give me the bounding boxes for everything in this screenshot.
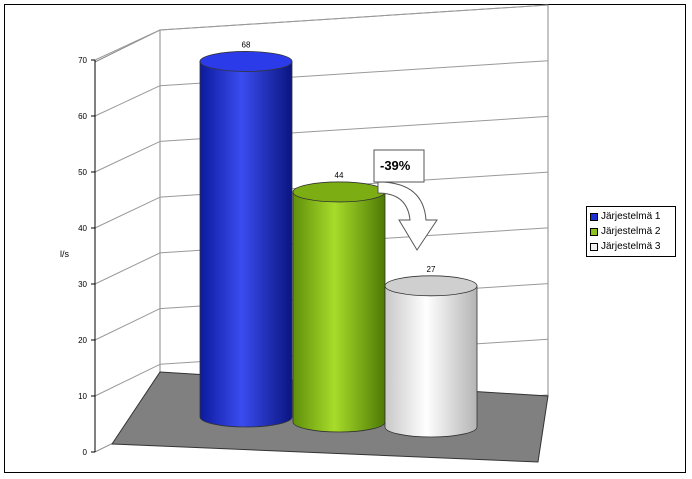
gridline-side bbox=[94, 29, 161, 61]
gridline-side bbox=[94, 196, 161, 229]
gridline-side bbox=[94, 308, 161, 341]
y-tick-label: 30 bbox=[78, 280, 87, 289]
legend-label: Järjestelmä 2 bbox=[601, 226, 661, 237]
gridline bbox=[159, 4, 549, 31]
bar-body bbox=[292, 191, 386, 433]
y-tick-label: 60 bbox=[78, 112, 87, 121]
value-label: 27 bbox=[427, 265, 436, 274]
legend-swatch-icon bbox=[590, 227, 598, 236]
gridline-side bbox=[94, 363, 161, 397]
bar bbox=[199, 51, 293, 428]
y-tick-label: 40 bbox=[78, 224, 87, 233]
legend: Järjestelmä 1 Järjestelmä 2 Järjestelmä … bbox=[586, 206, 676, 257]
value-label: 44 bbox=[335, 171, 344, 180]
legend-item: Järjestelmä 3 bbox=[590, 239, 672, 254]
annotation-box bbox=[373, 149, 425, 183]
bar bbox=[384, 275, 478, 438]
bar bbox=[292, 181, 386, 433]
gridline-side bbox=[94, 85, 161, 117]
y-tick-label: 20 bbox=[78, 336, 87, 345]
legend-label: Järjestelmä 1 bbox=[601, 211, 661, 222]
reduction-arrow bbox=[377, 181, 438, 251]
legend-swatch-icon bbox=[590, 242, 598, 251]
gridline-side bbox=[94, 140, 161, 173]
bar-body bbox=[199, 61, 293, 428]
gridline-side bbox=[94, 252, 161, 285]
y-tick-label: 70 bbox=[78, 56, 87, 65]
value-label: 68 bbox=[242, 40, 251, 49]
legend-item: Järjestelmä 1 bbox=[590, 209, 672, 224]
y-tick-label: 50 bbox=[78, 168, 87, 177]
y-tick-label: 0 bbox=[83, 448, 88, 457]
bar-top bbox=[292, 181, 386, 203]
bar-top bbox=[384, 275, 478, 297]
annotation-text: -39% bbox=[380, 158, 411, 173]
legend-label: Järjestelmä 3 bbox=[601, 241, 661, 252]
bar-top bbox=[199, 51, 293, 72]
legend-swatch-icon bbox=[590, 212, 598, 221]
y-tick-label: 10 bbox=[78, 392, 87, 401]
y-axis-label: l/s bbox=[60, 249, 70, 259]
bar-body bbox=[384, 285, 478, 438]
legend-item: Järjestelmä 2 bbox=[590, 224, 672, 239]
